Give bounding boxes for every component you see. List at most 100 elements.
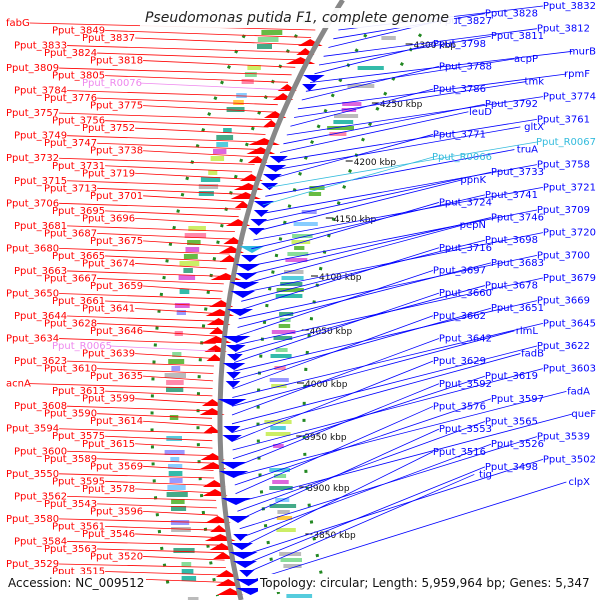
gene-label: queF — [571, 409, 596, 420]
label-leader-line — [231, 353, 521, 433]
cog-block — [168, 359, 185, 364]
gene-label: Pput_3600 — [14, 446, 67, 457]
gene-label: Pput_3662 — [433, 311, 486, 322]
label-leader-line — [262, 156, 434, 206]
label-leader-line — [238, 254, 537, 320]
gene-label: Pput_3603 — [543, 364, 596, 375]
cog-block — [171, 499, 185, 504]
label-leader-line — [97, 413, 213, 419]
cog-block — [187, 240, 201, 245]
gene-label: Pput_3756 — [52, 116, 105, 127]
gene-label: Pput_3771 — [433, 129, 486, 140]
gene-label: Pput_3713 — [44, 183, 97, 194]
reverse-gene-arrow — [241, 255, 259, 262]
label-leader-line — [59, 157, 255, 165]
label-leader-line — [253, 186, 543, 241]
label-leader-line — [135, 308, 220, 315]
cog-block — [184, 233, 207, 238]
gene-label: Pput_3622 — [537, 341, 590, 352]
label-leader-line — [234, 398, 492, 486]
gene-label: rlmL — [516, 326, 539, 337]
gene-label: Pput_3749 — [14, 131, 67, 142]
gene-label: Pput_3580 — [6, 514, 59, 525]
cog-block — [181, 569, 194, 574]
reverse-gene-arrow — [230, 543, 253, 550]
cog-block — [170, 520, 190, 525]
cog-block — [276, 516, 293, 520]
label-leader-line — [105, 120, 269, 128]
label-leader-line — [238, 428, 440, 521]
gene-label: Pput_3827 — [439, 16, 492, 27]
reverse-gene-arrow — [269, 156, 288, 163]
gene-label: Pput_3597 — [491, 394, 544, 405]
label-leader-line — [233, 383, 440, 468]
label-leader-line — [286, 96, 543, 136]
label-leader-line — [105, 480, 215, 486]
cog-block — [166, 387, 184, 392]
label-leader-line — [67, 405, 213, 412]
reverse-gene-arrow — [222, 363, 246, 370]
label-leader-line — [135, 488, 216, 494]
gene-label: Pput_3529 — [6, 559, 59, 570]
gene-label: Pput_3563 — [44, 544, 97, 555]
label-leader-line — [110, 345, 216, 352]
label-leader-line — [237, 262, 491, 328]
cog-block — [168, 464, 183, 469]
kbp-tick-label: 4300 kbp — [414, 41, 457, 51]
label-leader-line — [236, 413, 573, 503]
gene-label: Pput_3805 — [52, 71, 105, 82]
label-leader-line — [59, 112, 272, 120]
gene-label: Pput_3812 — [537, 24, 590, 35]
gene-label: Pput_3610 — [44, 364, 97, 375]
label-leader-line — [143, 240, 232, 247]
gene-label: Pput_3709 — [537, 205, 590, 216]
gene-label: fadB — [521, 349, 544, 360]
reverse-gene-arrow — [239, 570, 255, 577]
cog-block — [178, 275, 196, 280]
kbp-tick-label: 4150 kbp — [334, 215, 377, 225]
gene-label: Pput_3849 — [52, 26, 105, 37]
label-leader-line — [135, 398, 213, 404]
cog-block — [301, 210, 317, 214]
gene-label: Pput_3683 — [491, 258, 544, 269]
label-leader-line — [251, 194, 485, 250]
cog-block — [223, 128, 232, 133]
reverse-gene-arrow — [236, 588, 265, 595]
gene-label: Pput_3660 — [439, 288, 492, 299]
label-leader-line — [143, 330, 217, 337]
gene-label: Pput_3680 — [6, 243, 59, 254]
gene-label: acnA — [6, 379, 31, 390]
cog-block — [164, 373, 186, 378]
gene-label: Pput_3695 — [52, 206, 105, 217]
gene-label: Pput_3665 — [52, 251, 105, 262]
label-leader-line — [97, 142, 260, 150]
forward-gene-arrow — [216, 588, 244, 595]
cog-block — [327, 126, 354, 130]
gene-label: Pput_3590 — [44, 409, 97, 420]
gene-label: Pput_3498 — [485, 462, 538, 473]
cog-block — [357, 66, 384, 70]
label-leader-line — [247, 474, 475, 573]
gene-label: Pput_3608 — [14, 401, 67, 412]
cog-block — [187, 597, 199, 600]
reverse-gene-arrow — [229, 552, 258, 559]
cog-block — [185, 247, 200, 252]
gene-label: Pput_3674 — [82, 258, 135, 269]
label-leader-line — [105, 30, 312, 38]
kbp-tick-label: 4000 kbp — [305, 380, 348, 390]
gene-label: Pput_3650 — [6, 288, 59, 299]
gene-label: Pput_R0065 — [52, 341, 112, 352]
cog-block — [167, 485, 186, 490]
gene-label: Pput_3639 — [82, 349, 135, 360]
gene-label: fadA — [567, 386, 590, 397]
cog-block — [241, 79, 254, 84]
gene-label: Pput_3516 — [433, 447, 486, 458]
forward-gene-arrow — [209, 327, 226, 334]
guide-ring — [150, 19, 254, 597]
label-leader-line — [270, 134, 434, 180]
cog-block — [208, 170, 218, 175]
label-leader-line — [143, 375, 214, 382]
cog-block — [276, 528, 296, 532]
